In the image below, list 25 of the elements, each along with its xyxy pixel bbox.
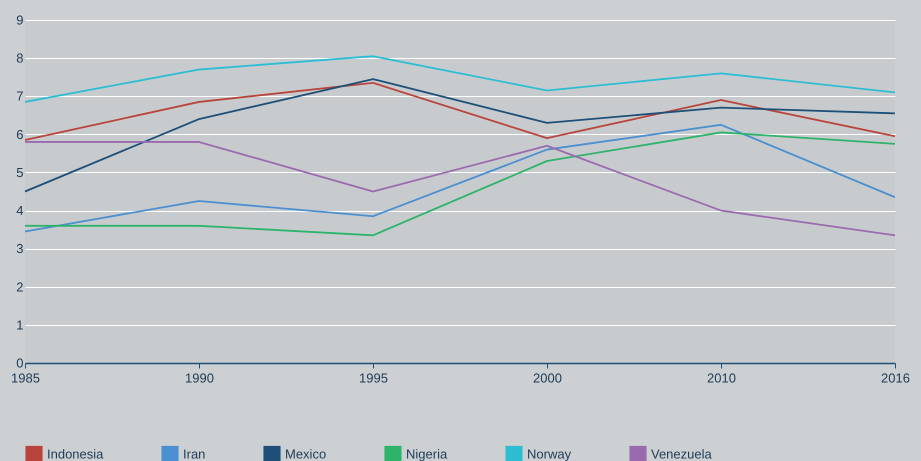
legend-label: Nigeria: [406, 446, 448, 461]
line-series: [24, 55, 896, 103]
y-tick-label: 0: [16, 356, 24, 370]
legend-label: Iran: [183, 446, 206, 461]
y-tick-label: 7: [16, 88, 24, 104]
y-tick-label: 6: [16, 126, 24, 142]
x-tick-label: 2000: [533, 370, 562, 386]
x-tick-label: 1990: [185, 370, 214, 386]
y-tick-label: 2: [16, 279, 24, 294]
y-tick-label: 9: [16, 12, 24, 28]
x-tick-label: 2016: [881, 370, 910, 386]
x-tick-label: 1995: [359, 370, 388, 386]
legend-label: Venezuela: [651, 446, 712, 461]
x-tick-label: 2010: [707, 370, 736, 386]
legend-label: Norway: [527, 446, 572, 461]
y-tick-label: 4: [16, 203, 24, 218]
y-tick-label: 8: [16, 50, 24, 66]
legend-label: Mexico: [285, 446, 326, 461]
y-tick-label: 1: [16, 317, 24, 332]
y-tick-label: 5: [16, 164, 24, 180]
line-series: [24, 82, 896, 141]
x-tick-label: 1985: [11, 370, 40, 386]
line-series: [24, 78, 896, 192]
legend-label: Indonesia: [47, 446, 104, 461]
y-tick-label: 3: [16, 241, 24, 256]
